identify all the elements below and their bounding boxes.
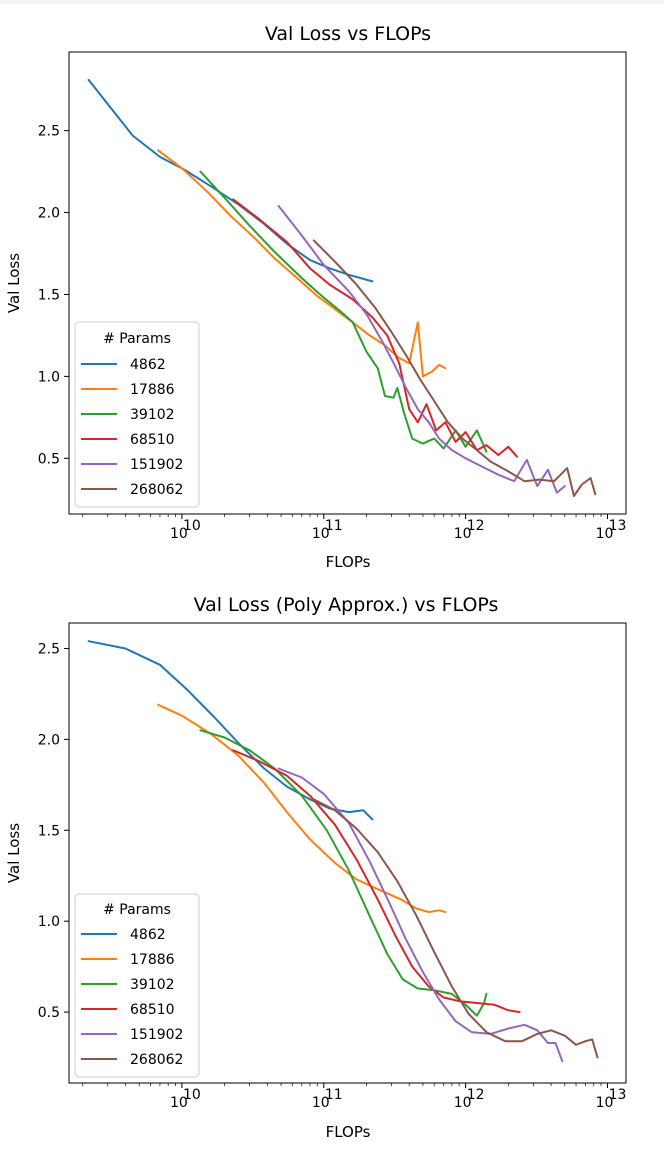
- legend-label-151902: 151902: [130, 1027, 183, 1043]
- series-line-39102: [199, 729, 488, 1017]
- x-tick-label: 10: [454, 1095, 472, 1111]
- legend-label-17886: 17886: [130, 382, 175, 398]
- axes-frame: [68, 622, 627, 1084]
- x-tick-exponent: 10: [183, 518, 201, 534]
- series-line-17886: [157, 703, 447, 914]
- notebook-top-bar: [0, 0, 664, 4]
- legend-label-268062: 268062: [130, 482, 183, 498]
- axes-frame: [68, 51, 627, 515]
- legend-label-39102: 39102: [130, 407, 175, 423]
- series-line-151902: [277, 767, 564, 1063]
- series-line-68510: [232, 198, 518, 458]
- y-tick-label: 2.0: [38, 732, 60, 748]
- legend-label-39102: 39102: [130, 977, 175, 993]
- y-tick-label: 1.5: [38, 287, 60, 303]
- legend-label-268062: 268062: [130, 1052, 183, 1068]
- x-tick-label: 10: [312, 1095, 330, 1111]
- legend-entries: 4862 17886 39102 68510 151902 268062: [81, 927, 183, 1068]
- legend-entries: 4862 17886 39102 68510 151902 268062: [81, 357, 183, 498]
- series-line-151902: [277, 205, 566, 494]
- legend-label-68510: 68510: [130, 432, 175, 448]
- x-tick-label: 10: [454, 526, 472, 542]
- y-tick-label: 1.0: [38, 369, 60, 385]
- x-tick-label: 10: [596, 526, 614, 542]
- y-tick-label: 0.5: [38, 451, 60, 467]
- x-tick-exponent: 13: [609, 1087, 627, 1103]
- series-line-268062: [312, 239, 597, 497]
- x-tick-label: 10: [312, 526, 330, 542]
- series-line-68510: [232, 749, 521, 1014]
- legend-label-68510: 68510: [130, 1002, 175, 1018]
- series-line-4862: [87, 78, 374, 283]
- legend-label-151902: 151902: [130, 457, 183, 473]
- plot-area: [87, 78, 597, 497]
- x-tick-exponent: 12: [467, 1087, 485, 1103]
- chart-title: Val Loss (Poly Approx.) vs FLOPs: [194, 594, 499, 616]
- y-tick-label: 2.0: [38, 206, 60, 222]
- legend-box: [74, 893, 200, 1078]
- x-tick-label: 10: [170, 1095, 188, 1111]
- chart-title: Val Loss vs FLOPs: [265, 23, 431, 45]
- series-line-268062: [312, 798, 599, 1059]
- legend-label-4862: 4862: [130, 357, 166, 373]
- x-tick-exponent: 11: [325, 1087, 343, 1103]
- y-tick-label: 2.5: [38, 124, 60, 140]
- series-line-17886: [157, 149, 447, 378]
- x-axis-label: FLOPs: [326, 1123, 371, 1141]
- plot-area: [87, 640, 599, 1063]
- y-axis-label: Val Loss: [5, 253, 23, 313]
- x-tick-exponent: 11: [325, 518, 343, 534]
- y-axis-label: Val Loss: [5, 823, 23, 883]
- y-tick-label: 0.5: [38, 1005, 60, 1021]
- series-line-4862: [87, 640, 374, 821]
- legend-box: [74, 321, 200, 508]
- y-ticks: 0.5 1.0 1.5 2.0 2.5: [38, 641, 69, 1021]
- series-line-39102: [199, 170, 488, 453]
- legend-title: # Params: [103, 902, 171, 918]
- legend: # Params 4862 17886 39102 68510 151902 268062: [74, 893, 200, 1078]
- x-tick-exponent: 13: [609, 518, 627, 534]
- legend-label-4862: 4862: [130, 927, 166, 943]
- legend-title: # Params: [103, 331, 171, 347]
- x-tick-label: 10: [596, 1095, 614, 1111]
- y-ticks: 0.5 1.0 1.5 2.0 2.5: [38, 124, 69, 467]
- x-axis-label: FLOPs: [326, 553, 371, 571]
- x-tick-label: 10: [170, 526, 188, 542]
- x-tick-exponent: 10: [183, 1087, 201, 1103]
- legend: # Params 4862 17886 39102 68510 151902 268062: [74, 321, 200, 508]
- x-tick-exponent: 12: [467, 518, 485, 534]
- y-tick-label: 1.5: [38, 823, 60, 839]
- y-tick-label: 2.5: [38, 641, 60, 657]
- y-tick-label: 1.0: [38, 914, 60, 930]
- legend-label-17886: 17886: [130, 952, 175, 968]
